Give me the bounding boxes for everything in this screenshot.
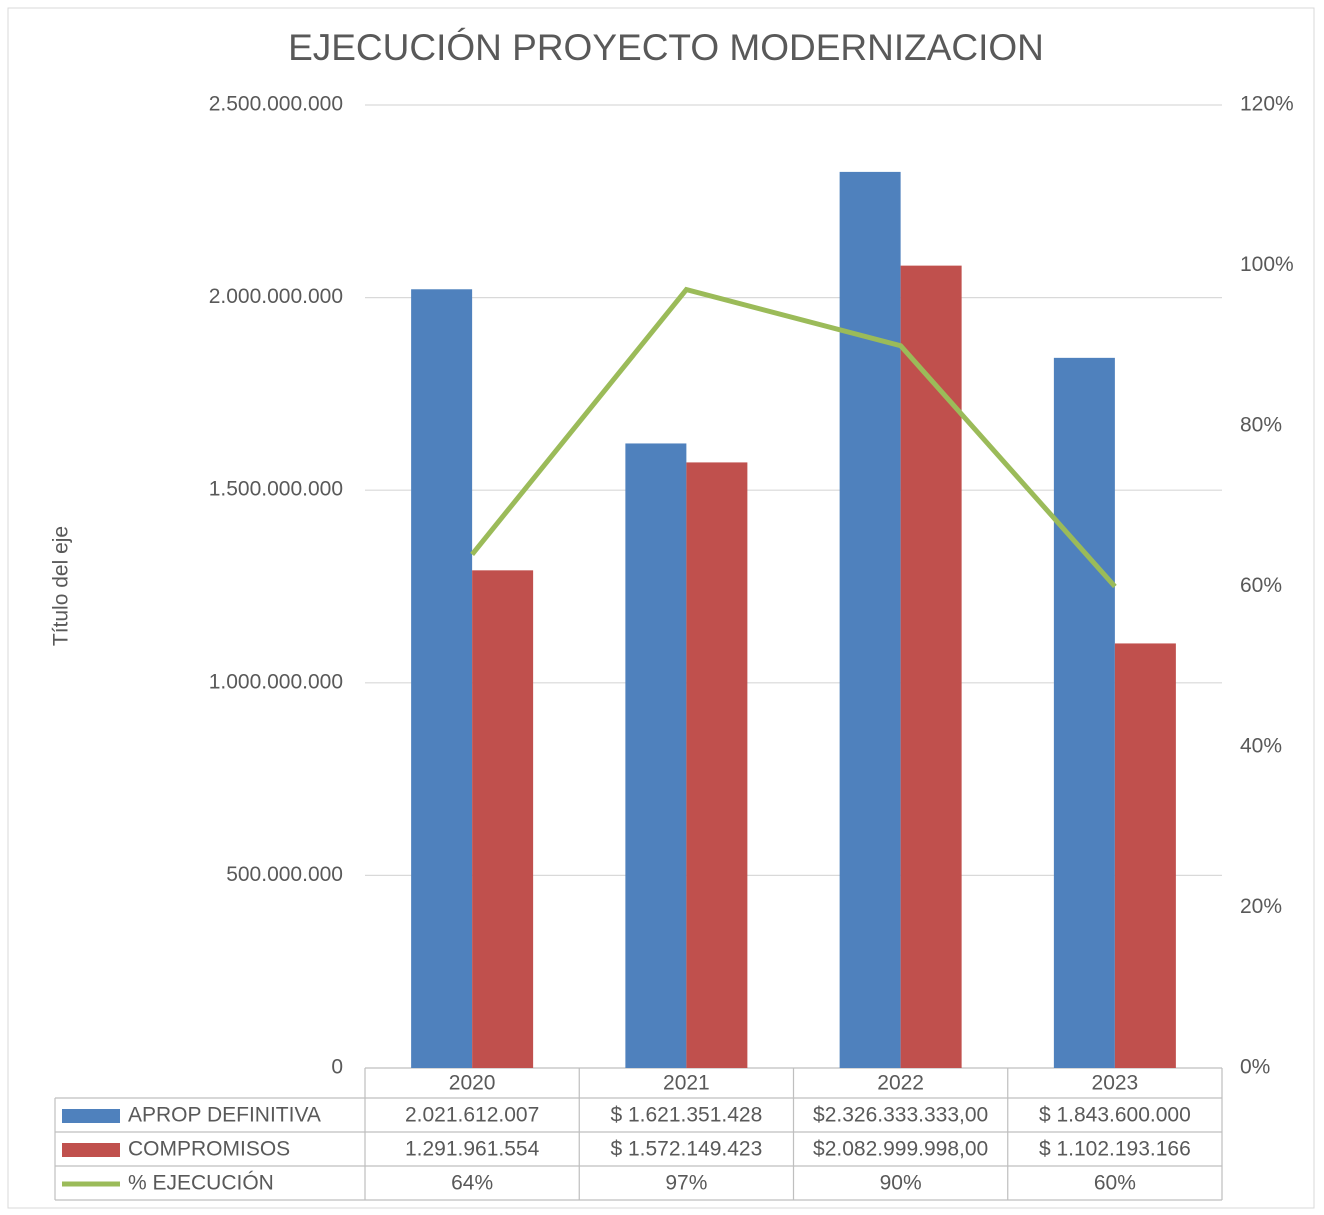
y2-tick-label: 40% xyxy=(1240,735,1282,758)
table-cell: 90% xyxy=(880,1172,922,1195)
y2-tick-label: 100% xyxy=(1240,253,1294,276)
y2-tick-label: 80% xyxy=(1240,414,1282,437)
table-cell: $ 1.102.193.166 xyxy=(1039,1138,1191,1161)
y2-tick-label: 60% xyxy=(1240,574,1282,597)
legend-key xyxy=(62,1143,120,1157)
x-tick-label: 2020 xyxy=(449,1072,496,1095)
y-axis-title: Título del eje xyxy=(50,526,73,646)
table-cell: $ 1.572.149.423 xyxy=(610,1138,762,1161)
line-series xyxy=(470,286,1117,589)
legend-key xyxy=(62,1109,120,1123)
table-cell: 97% xyxy=(665,1172,707,1195)
table-cell: 2.021.612.007 xyxy=(405,1104,539,1127)
chart-title: EJECUCIÓN PROYECTO MODERNIZACION xyxy=(288,27,1044,68)
table-cell: $ 1.621.351.428 xyxy=(610,1104,762,1127)
table-cell: 1.291.961.554 xyxy=(405,1138,540,1161)
legend-label: APROP DEFINITIVA xyxy=(128,1104,321,1127)
bar xyxy=(1114,643,1176,1068)
bar xyxy=(1053,357,1115,1068)
table-cell: $2.326.333.333,00 xyxy=(813,1104,988,1127)
y-tick-label: 500.000.000 xyxy=(226,863,343,886)
y-tick-label: 0 xyxy=(331,1056,343,1079)
x-tick-label: 2022 xyxy=(877,1072,924,1095)
legend-label: COMPROMISOS xyxy=(128,1138,290,1161)
y2-tick-label: 0% xyxy=(1240,1056,1270,1079)
x-tick-label: 2021 xyxy=(663,1072,710,1095)
bar xyxy=(686,462,748,1068)
y-tick-label: 1.500.000.000 xyxy=(209,478,343,501)
y2-tick-label: 120% xyxy=(1240,93,1294,116)
y-tick-label: 2.500.000.000 xyxy=(209,93,343,116)
y-tick-label: 1.000.000.000 xyxy=(209,670,343,693)
bar xyxy=(839,171,901,1069)
bar xyxy=(625,443,687,1068)
table-cell: $ 1.843.600.000 xyxy=(1039,1104,1191,1127)
table-cell: 64% xyxy=(451,1172,493,1195)
bar xyxy=(411,289,473,1069)
bar xyxy=(900,265,962,1068)
bar xyxy=(472,570,534,1068)
legend-label: % EJECUCIÓN xyxy=(128,1172,274,1195)
x-tick-label: 2023 xyxy=(1092,1072,1139,1095)
table-cell: 60% xyxy=(1094,1172,1136,1195)
table-cell: $2.082.999.998,00 xyxy=(813,1138,988,1161)
y-tick-label: 2.000.000.000 xyxy=(209,285,343,308)
y2-tick-label: 20% xyxy=(1240,895,1282,918)
